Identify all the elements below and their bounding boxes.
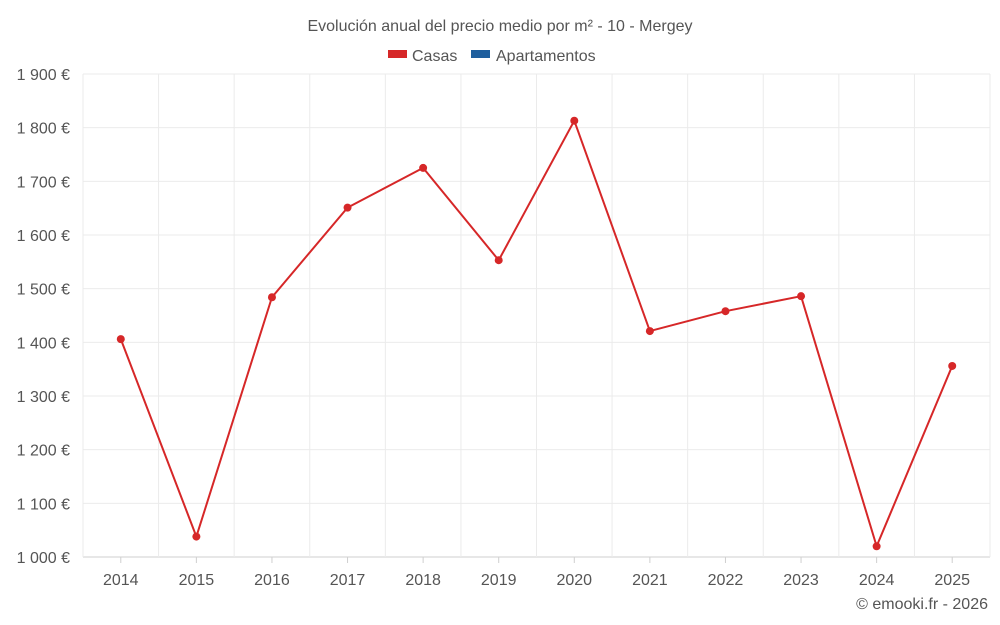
data-point-casas-2020[interactable] [570,116,579,125]
y-tick-label: 1 300 € [17,389,70,406]
y-tick-label: 1 500 € [17,282,70,299]
y-tick-label: 1 400 € [17,335,70,352]
x-tick-label: 2014 [103,572,139,589]
data-point-casas-2016[interactable] [267,293,276,302]
x-axis: 2014 2015 2016 2017 2018 2019 2020 2021 2022 2023… [103,557,970,589]
x-tick-label: 2018 [405,572,441,589]
legend-item-casas[interactable]: Casas [388,48,457,65]
x-tick-label: 2015 [179,572,215,589]
legend-swatch-apartamentos [471,50,490,58]
data-point-casas-2018[interactable] [419,163,428,172]
legend-item-apartamentos[interactable]: Apartamentos [471,48,596,65]
credit-text: © emooki.fr - 2026 [856,596,988,613]
data-point-casas-2022[interactable] [721,307,730,316]
x-tick-label: 2024 [859,572,895,589]
data-point-casas-2017[interactable] [343,203,352,212]
legend-label-casas: Casas [412,48,457,65]
y-tick-label: 1 700 € [17,174,70,191]
chart-title: Evolución anual del precio medio por m² … [307,18,692,35]
y-tick-label: 1 900 € [17,67,70,84]
data-point-casas-2024[interactable] [872,542,881,551]
legend-swatch-casas [388,50,407,58]
data-point-casas-2023[interactable] [797,292,806,301]
data-point-casas-2019[interactable] [494,256,503,265]
x-tick-label: 2023 [783,572,819,589]
x-tick-label: 2016 [254,572,290,589]
y-tick-label: 1 600 € [17,228,70,245]
gridlines [82,73,991,558]
data-point-casas-2021[interactable] [645,327,654,336]
y-tick-label: 1 200 € [17,443,70,460]
series-line-casas [119,119,954,548]
x-tick-label: 2025 [934,572,970,589]
x-tick-label: 2022 [708,572,744,589]
x-tick-label: 2017 [330,572,366,589]
y-tick-label: 1 100 € [17,496,70,513]
legend: Casas Apartamentos [388,48,596,65]
series-casas [116,116,957,551]
data-point-casas-2014[interactable] [116,335,125,344]
legend-label-apartamentos: Apartamentos [496,48,596,65]
x-tick-label: 2021 [632,572,668,589]
data-point-casas-2025[interactable] [948,361,957,370]
y-axis: 1 000 € 1 100 € 1 200 € 1 300 € 1 400 € 1 500… [17,67,70,567]
x-tick-label: 2019 [481,572,517,589]
y-tick-label: 1 000 € [17,550,70,567]
y-tick-label: 1 800 € [17,121,70,138]
data-point-casas-2015[interactable] [192,532,201,541]
x-tick-label: 2020 [556,572,592,589]
